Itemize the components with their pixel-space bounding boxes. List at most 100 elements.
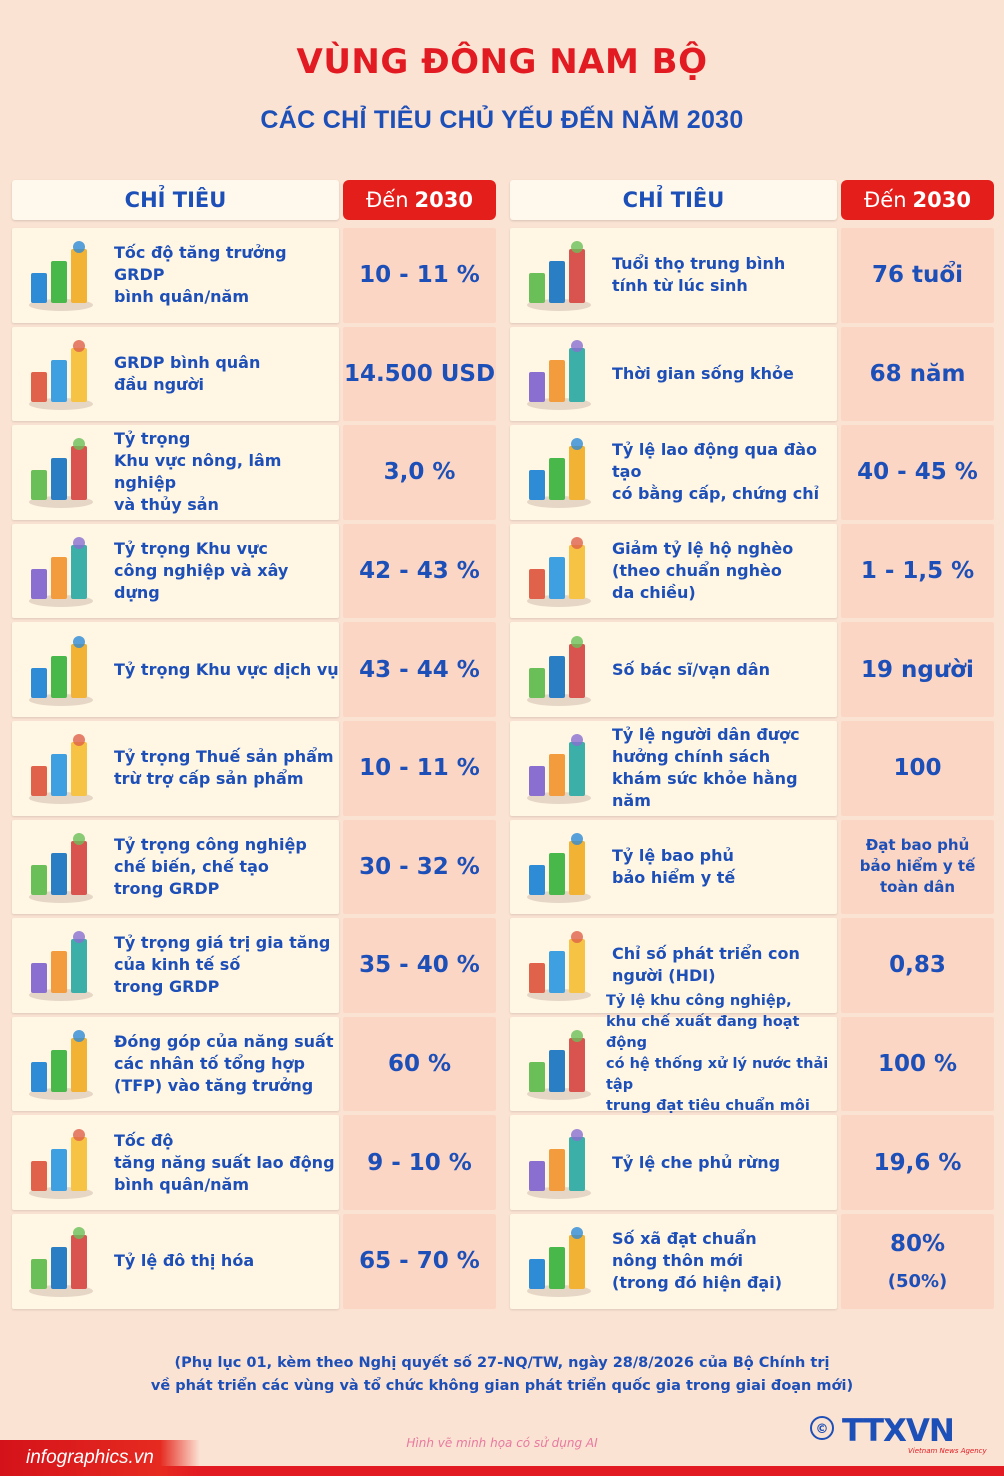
- doctors-icon: [518, 629, 600, 711]
- table-row: Tỷ lệ khu công nghiệp, khu chế xuất đang…: [510, 993, 994, 1135]
- target-value: 43 - 44 %: [359, 656, 480, 683]
- target-value: 19,6 %: [873, 1149, 962, 1176]
- table-row: Tỷ trọng Khu vực dịch vụ 43 - 44 %: [12, 622, 496, 717]
- indicator-cell: Số xã đạt chuẩn nông thôn mới (trong đó …: [510, 1213, 837, 1309]
- indicator-label: Số bác sĩ/vạn dân: [612, 659, 771, 679]
- table-row: Tốc độ tăng năng suất lao động bình quân…: [12, 1115, 496, 1210]
- indicator-cell: Tỷ trọng công nghiệp chế biến, chế tạo t…: [12, 819, 339, 915]
- indicator-label: Giảm tỷ lệ hộ nghèo (theo chuẩn nghèo da…: [612, 539, 794, 603]
- bottom-bar: [0, 1466, 1004, 1476]
- indicator-label: Tỷ trọng Khu vực công nghiệp và xây dựng: [114, 539, 289, 603]
- indicator-cell: Tỷ lệ đô thị hóa: [12, 1213, 339, 1309]
- target-value: 19 người: [861, 656, 974, 683]
- table-row: Tỷ trọng giá trị gia tăng của kinh tế số…: [12, 918, 496, 1013]
- right-table: CHỈ TIÊU Đến 2030 Tuổi thọ trung bình tín…: [510, 180, 994, 1313]
- indicator-cell: Tốc độ tăng năng suất lao động bình quân…: [12, 1115, 339, 1210]
- indicator-cell: Đóng góp của năng suất các nhân tố tổng …: [12, 1016, 339, 1112]
- target-value-cell: 68 năm: [841, 326, 994, 422]
- growth-chart-icon: [20, 234, 102, 316]
- target-value: 100: [893, 755, 942, 782]
- indicator-label: Tỷ trọng công nghiệp chế biến, chế tạo t…: [114, 834, 307, 898]
- target-value-cell: 19,6 %: [841, 1115, 994, 1210]
- wastewater-plant-icon: [518, 1023, 600, 1105]
- tax-icon: [20, 727, 102, 809]
- health-checkup-icon: [518, 727, 600, 809]
- table-row: Tỷ lệ người dân được hưởng chính sách kh…: [510, 720, 994, 816]
- table-row: Tỷ trọng Khu vực công nghiệp và xây dựng…: [12, 523, 496, 619]
- money-family-icon: [20, 333, 102, 415]
- digital-economy-icon: [20, 924, 102, 1006]
- indicator-label: Tỷ lệ đô thị hóa: [114, 1251, 255, 1271]
- target-value-cell: 9 - 10 %: [343, 1115, 496, 1210]
- target-value-cell: 0,83: [841, 918, 994, 1013]
- logo-name: TTXVN: [842, 1413, 954, 1449]
- target-value-cell: 1 - 1,5 %: [841, 523, 994, 619]
- target-value-cell: 80% (50%): [841, 1213, 994, 1309]
- indicator-label: Tỷ trọng Khu vực nông, lâm nghiệp và thủ…: [114, 429, 282, 515]
- services-city-icon: [20, 629, 102, 711]
- forest-icon: [518, 1122, 600, 1204]
- target-value-cell: 10 - 11 %: [343, 720, 496, 816]
- indicator-cell: Tỷ lệ che phủ rừng: [510, 1115, 837, 1210]
- labor-productivity-icon: [20, 1122, 102, 1204]
- target-value: 65 - 70 %: [359, 1248, 480, 1275]
- target-value: 80%: [889, 1230, 946, 1257]
- target-value-cell: 35 - 40 %: [343, 918, 496, 1013]
- target-value: 100 %: [877, 1051, 958, 1078]
- target-value-cell: 42 - 43 %: [343, 523, 496, 619]
- indicator-label: Tỷ lệ lao động qua đào tạo có bằng cấp, …: [612, 440, 820, 504]
- agriculture-icon: [20, 431, 102, 513]
- target-value: 35 - 40 %: [359, 952, 480, 979]
- brand-link[interactable]: infographics.vn: [0, 1440, 200, 1476]
- poor-household-icon: [518, 530, 600, 612]
- indicator-cell: Tỷ lệ bao phủ bảo hiểm y tế: [510, 819, 837, 915]
- indicator-label: Tốc độ tăng năng suất lao động bình quân…: [114, 1130, 335, 1194]
- table-row: Đóng góp của năng suất các nhân tố tổng …: [12, 1016, 496, 1112]
- elderly-couple-icon: [518, 234, 600, 316]
- indicator-label: Chỉ số phát triển con người (HDI): [612, 944, 800, 986]
- target-value-cell: 43 - 44 %: [343, 622, 496, 717]
- target-value-cell: 60 %: [343, 1016, 496, 1112]
- factory-icon: [20, 530, 102, 612]
- indicator-cell: Tỷ trọng giá trị gia tăng của kinh tế số…: [12, 918, 339, 1013]
- indicator-label: Tỷ lệ bao phủ bảo hiểm y tế: [612, 845, 736, 887]
- health-insurance-icon: [518, 826, 600, 908]
- left-table-header: CHỈ TIÊU Đến 2030: [12, 180, 496, 220]
- target-value: 42 - 43 %: [359, 558, 480, 585]
- indicator-label: Tỷ trọng Thuế sản phẩm trừ trợ cấp sản p…: [114, 747, 334, 789]
- target-value-cell: 100: [841, 720, 994, 816]
- target-value-cell: 19 người: [841, 622, 994, 717]
- target-value: 76 tuổi: [871, 262, 964, 289]
- indicator-cell: Tỷ trọng Khu vực công nghiệp và xây dựng: [12, 523, 339, 619]
- family-hdi-icon: [518, 924, 600, 1006]
- indicator-label: Tuổi thọ trung bình tính từ lúc sinh: [612, 254, 786, 296]
- target-value-cell: 10 - 11 %: [343, 228, 496, 323]
- indicator-cell: Tuổi thọ trung bình tính từ lúc sinh: [510, 228, 837, 323]
- indicator-cell: Tỷ trọng Khu vực nông, lâm nghiệp và thủ…: [12, 425, 339, 520]
- indicator-cell: Giảm tỷ lệ hộ nghèo (theo chuẩn nghèo da…: [510, 523, 837, 619]
- logo-copyright: ©: [816, 1422, 829, 1437]
- indicator-label: Thời gian sống khỏe: [612, 363, 794, 383]
- table-row: Tỷ lệ lao động qua đào tạo có bằng cấp, …: [510, 425, 994, 520]
- tfp-growth-icon: [20, 1023, 102, 1105]
- indicator-label: GRDP bình quân đầu người: [114, 352, 261, 394]
- target-value: 3,0 %: [383, 459, 456, 486]
- target-value: 68 năm: [869, 360, 966, 387]
- table-row: Số xã đạt chuẩn nông thôn mới (trong đó …: [510, 1213, 994, 1309]
- page-title: VÙNG ĐÔNG NAM BỘ: [296, 42, 708, 82]
- target-value-cell: 65 - 70 %: [343, 1213, 496, 1309]
- urban-buildings-icon: [20, 1220, 102, 1302]
- target-value-sub: (50%): [887, 1270, 948, 1292]
- ttxvn-logo: © TTXVN Vietnam News Agency: [810, 1413, 988, 1455]
- table-row: GRDP bình quân đầu người 14.500 USD: [12, 326, 496, 422]
- trained-worker-icon: [518, 431, 600, 513]
- logo-tagline: Vietnam News Agency: [908, 1447, 988, 1455]
- rural-village-icon: [518, 1220, 600, 1302]
- indicator-label: Số xã đạt chuẩn nông thôn mới (trong đó …: [612, 1229, 783, 1293]
- target-value: 10 - 11 %: [359, 262, 480, 289]
- page-subtitle: CÁC CHỈ TIÊU CHỦ YẾU ĐẾN NĂM 2030: [260, 106, 744, 134]
- target-value-cell: 100 %: [841, 1016, 994, 1112]
- manufacturing-icon: [20, 826, 102, 908]
- target-value-cell: 76 tuổi: [841, 228, 994, 323]
- indicator-cell: Thời gian sống khỏe: [510, 326, 837, 422]
